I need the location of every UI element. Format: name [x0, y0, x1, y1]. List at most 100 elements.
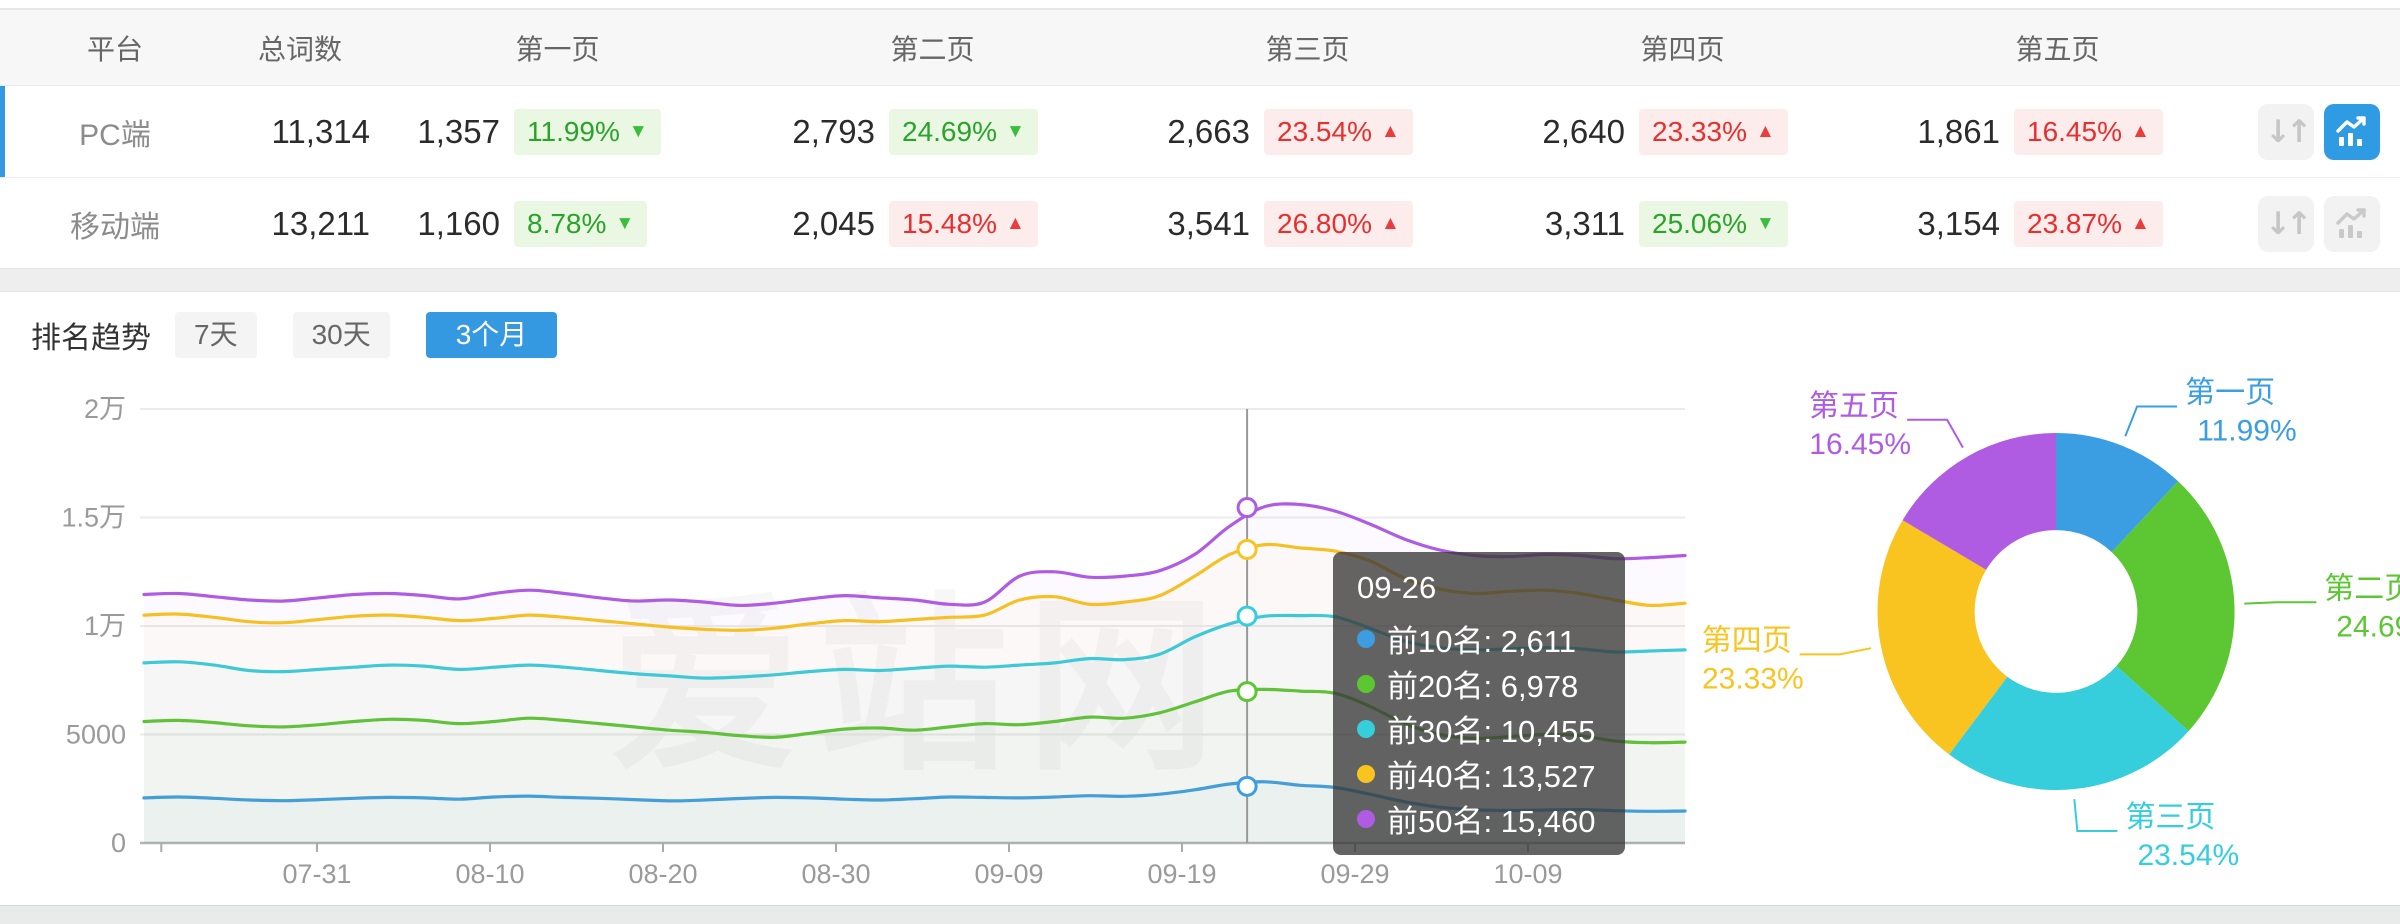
sort-arrows-icon: ↓↑	[2265, 113, 2312, 150]
marker-dot-4	[1236, 497, 1258, 519]
arrow-up-icon: ▲	[1380, 212, 1400, 234]
donut-label-name-4: 第五页	[1809, 390, 1899, 423]
percent-value: 16.45%	[2027, 115, 2122, 147]
donut-slice-第五页[interactable]	[1902, 433, 2056, 570]
donut-label-line-1	[2244, 601, 2317, 605]
page3-percent-badge: 26.80% ▲	[1264, 200, 1413, 247]
y-tick-label: 1万	[84, 611, 126, 641]
y-tick-label: 0	[111, 828, 126, 858]
platform-label: PC端	[79, 118, 151, 152]
platform-label: 移动端	[70, 210, 160, 244]
tooltip-row-0: 前10名: 2,611	[1353, 616, 1605, 661]
page4-count: 2,640	[1542, 112, 1625, 150]
page3-cell: 2,663 23.54% ▲	[1120, 108, 1495, 155]
tab-range-0[interactable]: 7天	[175, 312, 257, 358]
marker-dot-3	[1236, 538, 1258, 560]
page5-percent-badge: 16.45% ▲	[2014, 108, 2163, 155]
trend-chart-button[interactable]	[2324, 195, 2380, 252]
col-header-0: 平台	[86, 33, 143, 65]
table-row-PC端[interactable]: PC端 11,314 1,357 11.99% ▼ 2,793 24.69% ▼ 2,663 23…	[0, 86, 2400, 178]
page5-cell: 1,861 16.45% ▲	[1870, 108, 2245, 155]
donut-label-name-3: 第四页	[1702, 624, 1792, 657]
col-header-1: 总词数	[257, 33, 342, 65]
x-tick-label: 08-30	[801, 859, 870, 889]
trend-chart-button[interactable]	[2324, 103, 2380, 160]
y-tick-label: 2万	[84, 394, 126, 424]
arrow-down-icon: ▼	[1005, 120, 1025, 142]
donut-label-pct-1: 24.69%	[2336, 610, 2400, 643]
page1-count: 1,357	[417, 112, 500, 150]
percent-value: 23.87%	[2027, 207, 2122, 239]
tab-range-1[interactable]: 30天	[292, 312, 390, 358]
x-tick-label: 08-20	[628, 859, 697, 889]
donut-label-name-0: 第一页	[2185, 376, 2275, 409]
tooltip-row-text: 前40名: 13,527	[1387, 759, 1596, 794]
donut-label-pct-0: 11.99%	[2197, 414, 2297, 447]
series-dot-icon	[1357, 674, 1375, 693]
trend-chart-icon	[2336, 115, 2366, 146]
chart-tooltip: 09-26 前10名: 2,611 前20名: 6,978 前30名: 10,455…	[1333, 552, 1625, 855]
donut-slice-第二页[interactable]	[2111, 481, 2235, 732]
trend-and-donut-chart: 0 5000 1万 1.5万 2万 07-31 08-10 08-20 08-30 09-09 09…	[61, 376, 2400, 889]
percent-value: 23.33%	[1652, 115, 1747, 147]
trend-line-前50名[interactable]	[142, 502, 1687, 608]
x-tick-label: 07-31	[282, 859, 351, 889]
donut-slice-第三页[interactable]	[1949, 666, 2189, 791]
percent-value: 24.69%	[902, 115, 997, 147]
arrow-down-icon: ▼	[628, 120, 648, 142]
total-keywords-value: 13,211	[271, 204, 370, 242]
x-tick-label: 08-10	[455, 859, 524, 889]
col-header-5: 第四页	[1640, 33, 1725, 65]
rank-trend-card: 排名趋势 7天 30天 3个月 爱站网 0 5000 1万 1.5万 2万 07-31 08-1…	[0, 292, 2400, 905]
page2-cell: 2,045 15.48% ▲	[745, 200, 1120, 247]
x-tick-label: 09-09	[974, 859, 1043, 889]
arrow-up-icon: ▲	[1380, 120, 1400, 142]
watermark-text: 爱站网	[610, 532, 1234, 807]
page2-percent-badge: 15.48% ▲	[889, 200, 1038, 247]
donut-label-name-2: 第三页	[2125, 801, 2215, 834]
donut-slice-第四页[interactable]	[1877, 520, 2008, 755]
page3-cell: 3,541 26.80% ▲	[1120, 200, 1495, 247]
donut-label-name-1: 第二页	[2324, 572, 2400, 605]
page2-count: 2,793	[792, 112, 875, 150]
trend-title: 排名趋势	[31, 322, 151, 355]
marker-dot-2	[1236, 605, 1258, 627]
arrow-down-icon: ▼	[615, 212, 635, 234]
row-actions: ↓↑	[2258, 103, 2380, 160]
y-tick-label: 1.5万	[61, 503, 126, 533]
donut-label-pct-4: 16.45%	[1809, 428, 1911, 461]
table-body: PC端 11,314 1,357 11.99% ▼ 2,793 24.69% ▼ 2,663 23…	[0, 86, 2400, 270]
arrow-down-icon: ▼	[1755, 212, 1775, 234]
page4-percent-badge: 25.06% ▼	[1639, 200, 1788, 247]
tooltip-row-2: 前30名: 10,455	[1353, 706, 1605, 751]
donut-label-pct-3: 23.33%	[1702, 662, 1804, 695]
percent-value: 15.48%	[902, 207, 997, 239]
page4-cell: 2,640 23.33% ▲	[1495, 108, 1870, 155]
page3-count: 3,541	[1167, 204, 1250, 242]
percent-value: 11.99%	[527, 115, 620, 147]
series-dot-icon	[1357, 764, 1375, 783]
x-tick-label: 10-09	[1493, 859, 1562, 889]
tab-range-2[interactable]: 3个月	[425, 312, 558, 358]
donut-label-line-0	[2124, 405, 2178, 437]
page3-percent-badge: 23.54% ▲	[1264, 108, 1413, 155]
table-row-移动端[interactable]: 移动端 13,211 1,160 8.78% ▼ 2,045 15.48% ▲ 3,541 26.…	[0, 178, 2400, 270]
percent-value: 26.80%	[1277, 207, 1372, 239]
series-dot-icon	[1357, 719, 1375, 738]
trend-chart-icon	[2336, 207, 2366, 238]
donut-slice-第一页[interactable]	[2056, 433, 2179, 553]
page1-cell: 1,357 11.99% ▼	[370, 108, 745, 155]
page5-cell: 3,154 23.87% ▲	[1870, 200, 2245, 247]
section-divider	[0, 268, 2400, 292]
page1-cell: 1,160 8.78% ▼	[370, 200, 745, 247]
sort-button[interactable]: ↓↑	[2258, 103, 2314, 160]
sort-button[interactable]: ↓↑	[2258, 195, 2314, 252]
col-header-6: 第五页	[2015, 33, 2100, 65]
arrow-up-icon: ▲	[2130, 212, 2150, 234]
page1-percent-badge: 11.99% ▼	[514, 108, 661, 155]
col-header-3: 第二页	[890, 33, 975, 65]
platform-rank-table: 平台 总词数 第一页 第二页 第三页 第四页 第五页 PC端 11,314 1,357 11.99…	[0, 8, 2400, 270]
donut-label-line-4	[1907, 418, 1964, 449]
percent-value: 23.54%	[1277, 115, 1372, 147]
